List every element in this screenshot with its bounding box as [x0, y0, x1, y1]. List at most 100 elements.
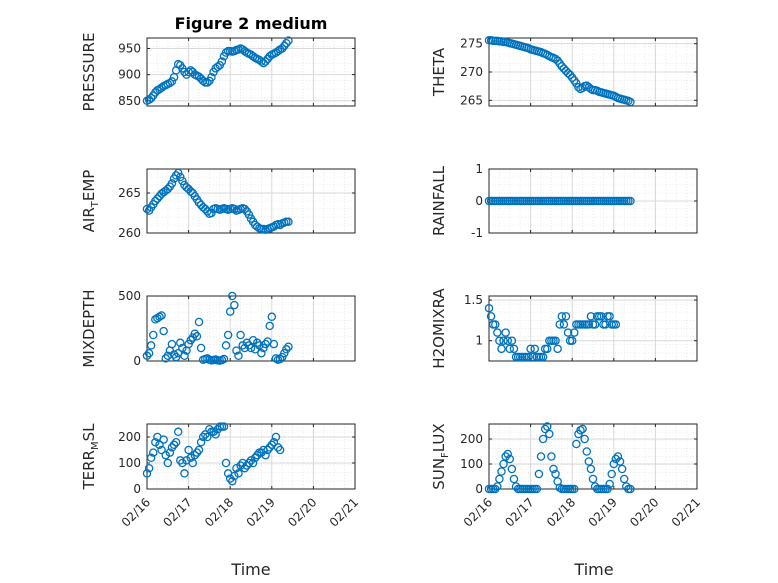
- data-point: [178, 343, 187, 353]
- data-point: [146, 93, 156, 103]
- figure-title: Figure 2 medium: [175, 14, 328, 33]
- data-point: [275, 445, 285, 455]
- y-axis-label-pressure: PRESSURE: [80, 33, 98, 112]
- data-point: [563, 68, 573, 78]
- data-point: [509, 344, 519, 354]
- data-point: [219, 422, 229, 431]
- data-point: [509, 474, 519, 484]
- data-point: [248, 52, 258, 61]
- data-point: [578, 424, 587, 434]
- data-point: [557, 312, 567, 321]
- data-point: [538, 352, 548, 362]
- axes-box: [146, 423, 356, 490]
- data-point: [549, 464, 558, 474]
- data-point: [255, 341, 264, 350]
- data-point: [277, 44, 287, 53]
- data-point: [551, 469, 560, 479]
- y-tick-label: 850: [118, 94, 141, 108]
- y-axis-label-main: AIR: [80, 207, 98, 232]
- data-point: [584, 320, 594, 329]
- data-point: [217, 57, 227, 66]
- y-tick-label: 200: [118, 430, 141, 444]
- data-point: [250, 453, 260, 463]
- data-point: [493, 482, 502, 491]
- data-point: [524, 352, 533, 362]
- y-tick-label: 265: [460, 93, 483, 107]
- panel-theta: 265 270 275 THETA: [430, 36, 698, 107]
- data-point: [507, 336, 517, 345]
- data-point: [536, 452, 546, 461]
- panels-group: 850 900 950 PRESSURE 265 270 275 THETA 260 265 AIR…: [80, 33, 703, 530]
- data-point: [530, 344, 540, 354]
- y-tick-label: 900: [118, 68, 141, 82]
- y-tick-label: 1.5: [464, 293, 483, 307]
- y-tick-label: 0: [475, 194, 483, 208]
- y-axis-label-tail: SL: [80, 423, 98, 442]
- data-point: [261, 450, 270, 460]
- data-point: [207, 208, 216, 218]
- data-point: [198, 76, 208, 86]
- y-tick-label: 100: [460, 457, 483, 471]
- data-point: [244, 341, 254, 350]
- data-point: [528, 352, 537, 362]
- data-point: [151, 315, 160, 324]
- y-axis-label-subscript: T: [90, 200, 101, 208]
- data-point: [167, 77, 177, 86]
- panel-rainfall: -1 0 1 RAINFALL: [430, 162, 698, 240]
- axes-box: [146, 168, 356, 234]
- y-tick-label: 260: [118, 226, 141, 240]
- data-point: [209, 427, 218, 437]
- panel-pressure: 850 900 950 PRESSURE: [80, 33, 356, 112]
- data-point: [153, 313, 162, 323]
- data-point: [240, 343, 250, 353]
- data-point: [570, 484, 579, 494]
- data-point: [219, 354, 229, 364]
- data-point: [557, 62, 567, 71]
- y-tick-label: 0: [475, 482, 483, 496]
- data-point: [184, 445, 193, 455]
- data-point: [232, 463, 241, 473]
- y-axis-label-rainfall: RAINFALL: [430, 165, 448, 236]
- data-point: [611, 320, 621, 329]
- data-point: [603, 484, 612, 494]
- data-point: [540, 424, 550, 434]
- data-point: [244, 458, 254, 468]
- data-markers-air_temp: [142, 168, 293, 235]
- data-point: [192, 448, 202, 457]
- data-point: [282, 38, 291, 48]
- data-point: [578, 83, 587, 93]
- data-point: [213, 62, 222, 72]
- data-point: [626, 484, 635, 494]
- data-point: [559, 320, 569, 329]
- y-tick-label: 200: [460, 432, 483, 446]
- y-tick-label: 950: [118, 41, 141, 55]
- data-point: [221, 458, 231, 468]
- y-axis-label-main: SUN: [430, 458, 448, 490]
- data-point: [200, 204, 210, 214]
- y-axis-label-subscript: M: [90, 441, 101, 450]
- data-point: [221, 341, 231, 350]
- data-point: [190, 450, 200, 460]
- data-point: [176, 456, 185, 465]
- y-tick-label: 1: [475, 334, 483, 348]
- data-point: [567, 336, 577, 345]
- data-point: [584, 457, 594, 466]
- data-point: [146, 341, 156, 350]
- data-point: [163, 184, 173, 194]
- data-point: [163, 458, 173, 468]
- data-point: [236, 461, 245, 470]
- data-point: [186, 335, 195, 345]
- y-tick-label: 0: [133, 354, 141, 368]
- data-point: [273, 46, 283, 56]
- axes-box: [146, 37, 356, 107]
- data-point: [542, 422, 552, 431]
- data-point: [580, 434, 589, 444]
- data-point: [142, 204, 152, 214]
- data-point: [167, 443, 177, 452]
- data-point: [225, 474, 235, 483]
- x-axis-label-left: Time: [230, 560, 270, 579]
- data-point: [142, 469, 152, 478]
- data-point: [551, 54, 560, 64]
- data-point: [586, 464, 596, 474]
- data-point: [234, 351, 243, 361]
